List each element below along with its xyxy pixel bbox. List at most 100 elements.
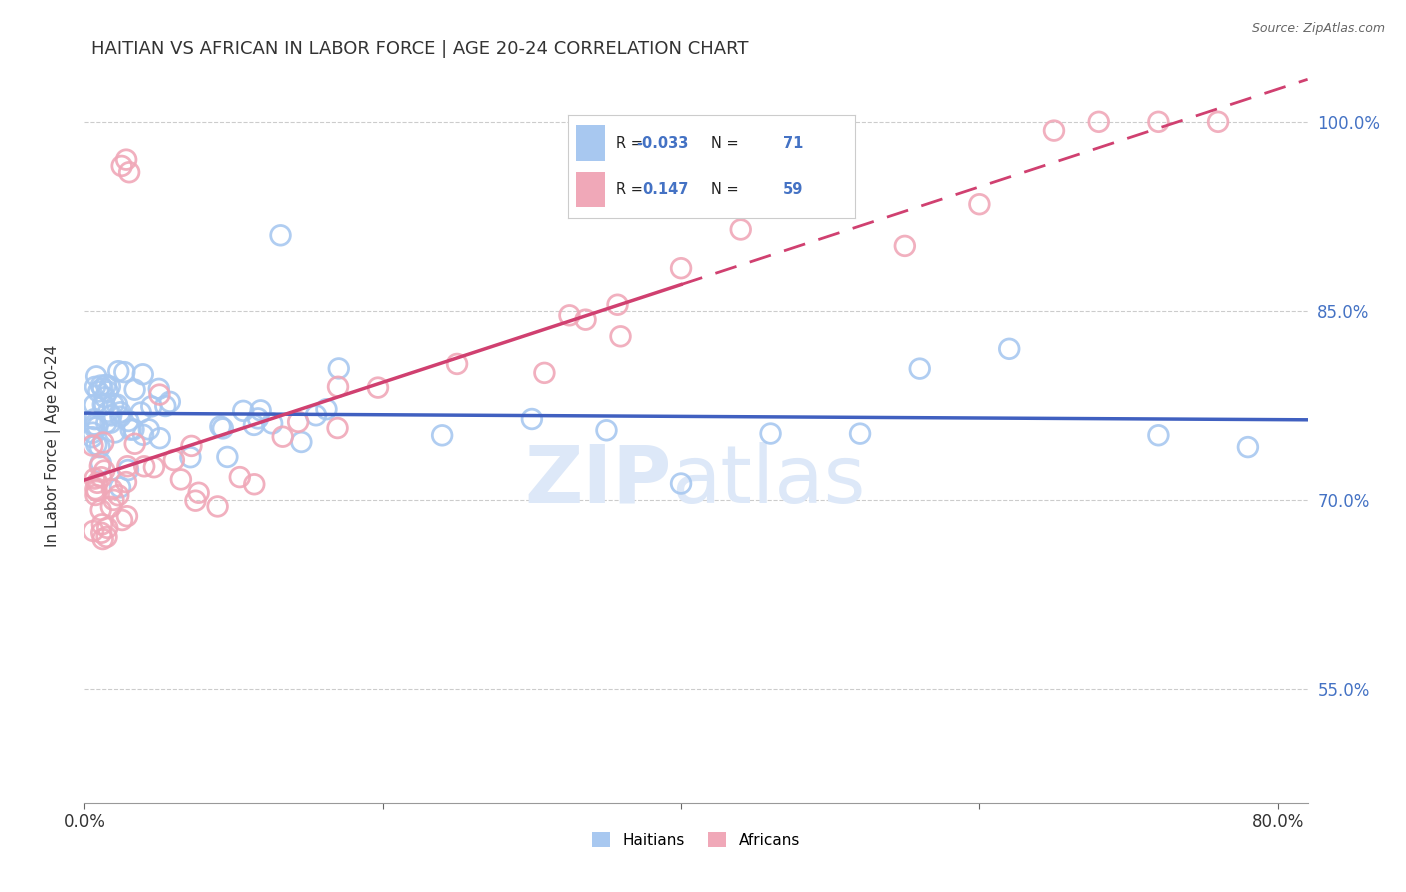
- Point: [180, 439, 202, 453]
- Point: [122, 422, 145, 436]
- Point: [595, 423, 617, 437]
- Point: [91, 435, 114, 450]
- Point: [1206, 115, 1229, 129]
- Point: [148, 387, 170, 401]
- Point: [730, 222, 752, 236]
- Point: [89, 458, 111, 473]
- Text: ZIP: ZIP: [524, 442, 672, 520]
- Text: In Labor Force | Age 20-24: In Labor Force | Age 20-24: [45, 345, 62, 547]
- Point: [93, 464, 115, 478]
- Point: [86, 483, 108, 498]
- Point: [90, 517, 112, 532]
- Point: [82, 430, 104, 444]
- Point: [141, 400, 163, 414]
- Point: [305, 409, 328, 423]
- Point: [96, 416, 118, 430]
- Point: [1087, 115, 1109, 129]
- Point: [759, 426, 782, 441]
- Point: [290, 434, 312, 449]
- Point: [112, 365, 135, 379]
- Point: [609, 329, 631, 343]
- Point: [249, 403, 271, 417]
- Point: [84, 369, 107, 384]
- Point: [574, 312, 596, 326]
- Point: [132, 427, 155, 442]
- Point: [969, 197, 991, 211]
- Point: [96, 521, 118, 535]
- Point: [207, 500, 229, 514]
- Point: [82, 524, 104, 538]
- Point: [117, 463, 139, 477]
- Point: [90, 525, 112, 540]
- Point: [84, 483, 107, 497]
- Point: [117, 414, 139, 428]
- Point: [103, 397, 125, 411]
- Point: [149, 431, 172, 445]
- Point: [229, 470, 252, 484]
- Point: [533, 366, 555, 380]
- Point: [89, 440, 111, 454]
- Point: [558, 309, 581, 323]
- Point: [94, 378, 117, 392]
- Point: [163, 453, 186, 467]
- Point: [232, 404, 254, 418]
- Point: [243, 477, 266, 491]
- Point: [118, 165, 141, 179]
- Point: [326, 421, 349, 435]
- Point: [86, 419, 108, 434]
- Point: [107, 364, 129, 378]
- Point: [100, 416, 122, 430]
- Point: [209, 419, 232, 434]
- Point: [246, 411, 269, 425]
- Point: [83, 412, 105, 426]
- Point: [87, 384, 110, 399]
- Point: [105, 398, 128, 412]
- Point: [107, 488, 129, 502]
- Point: [84, 380, 107, 394]
- Point: [82, 438, 104, 452]
- Point: [217, 450, 239, 464]
- Point: [82, 425, 104, 440]
- Point: [262, 417, 284, 431]
- Point: [90, 378, 112, 392]
- Point: [446, 357, 468, 371]
- Point: [83, 472, 105, 486]
- Point: [129, 405, 152, 419]
- Point: [83, 417, 105, 432]
- Point: [100, 409, 122, 423]
- Point: [243, 417, 266, 432]
- Point: [91, 398, 114, 412]
- Point: [187, 485, 209, 500]
- Point: [159, 394, 181, 409]
- Point: [818, 190, 841, 204]
- Point: [326, 380, 349, 394]
- Text: atlas: atlas: [672, 442, 866, 520]
- Point: [155, 399, 177, 413]
- Point: [170, 472, 193, 486]
- Point: [83, 420, 105, 434]
- Point: [179, 450, 201, 465]
- Point: [124, 383, 146, 397]
- Point: [97, 405, 120, 419]
- Point: [90, 503, 112, 517]
- Point: [287, 415, 309, 429]
- Point: [1147, 428, 1170, 442]
- Point: [894, 239, 917, 253]
- Point: [91, 381, 114, 395]
- Point: [430, 428, 453, 442]
- Text: Source: ZipAtlas.com: Source: ZipAtlas.com: [1251, 22, 1385, 36]
- Point: [117, 459, 139, 474]
- Point: [908, 361, 931, 376]
- Point: [1043, 123, 1066, 137]
- Point: [142, 460, 165, 475]
- Point: [93, 398, 115, 412]
- Point: [120, 423, 142, 437]
- Point: [98, 379, 121, 393]
- Point: [328, 361, 350, 376]
- Point: [83, 398, 105, 412]
- Point: [115, 509, 138, 524]
- Point: [111, 159, 134, 173]
- Point: [998, 342, 1021, 356]
- Point: [110, 409, 132, 424]
- Legend: Haitians, Africans: Haitians, Africans: [586, 825, 806, 854]
